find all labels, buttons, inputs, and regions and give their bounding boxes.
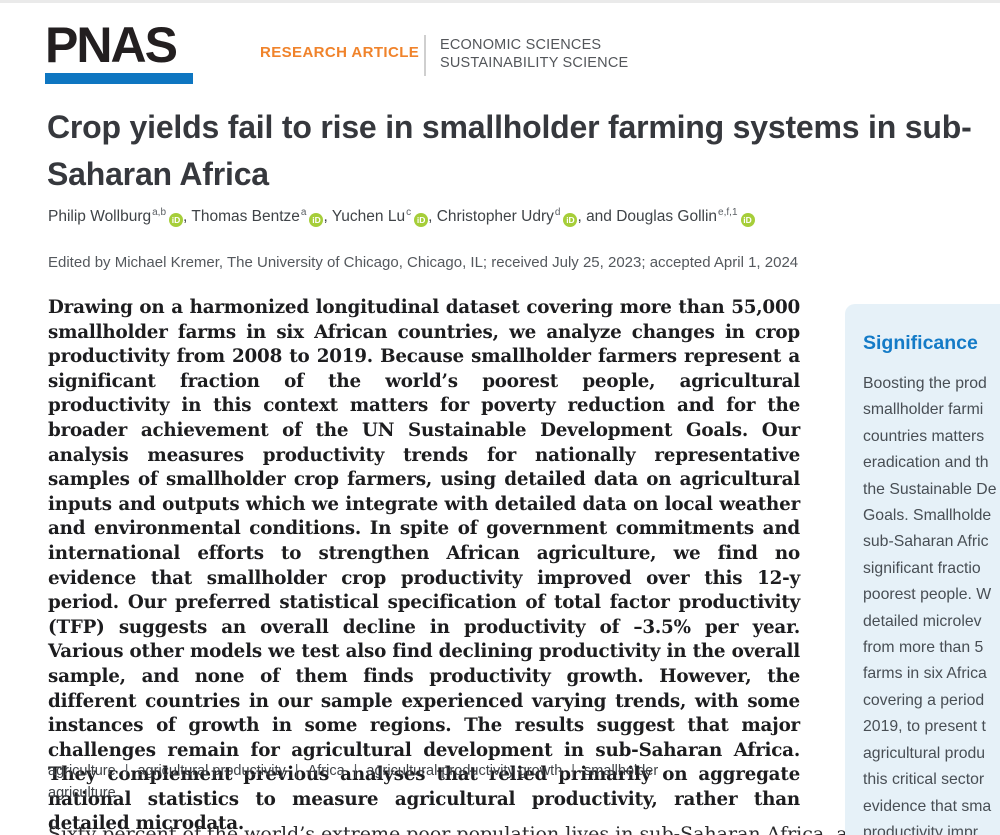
- pnas-logo-text: PNAS: [45, 17, 178, 73]
- significance-line: evidence that sma: [863, 797, 992, 815]
- pnas-logo-bar: [45, 73, 193, 84]
- author: Yuchen LuciD: [332, 207, 429, 228]
- significance-heading: Significance: [863, 332, 978, 354]
- category-sustainability-science: SUSTAINABILITY SCIENCE: [440, 55, 629, 71]
- keyword: agricultural productivity: [137, 763, 286, 779]
- significance-line: 2019, to present t: [863, 718, 986, 736]
- abstract-text: Drawing on a harmonized longitudinal dat…: [48, 297, 800, 835]
- author-affiliation-superscript: c: [406, 207, 412, 218]
- significance-line: poorest people. W: [863, 586, 992, 604]
- significance-line: Boosting the prod: [863, 375, 987, 392]
- article-type-label: RESEARCH ARTICLE: [260, 44, 420, 61]
- significance-panel: Significance Boosting the prod smallholde…: [845, 304, 1000, 835]
- orcid-icon[interactable]: iD: [563, 213, 578, 228]
- keyword: Africa: [307, 763, 345, 779]
- header-divider: [424, 35, 426, 76]
- significance-line: significant fractio: [863, 559, 981, 577]
- significance-line: smallholder farmi: [863, 401, 984, 419]
- body-first-line: Sixty percent of the world’s extreme poo…: [48, 823, 1000, 835]
- keyword: agriculture: [48, 763, 116, 779]
- keyword-separator: |: [571, 763, 576, 779]
- significance-line: Goals. Smallholde: [863, 507, 992, 525]
- keyword: smallholder agriculture: [48, 763, 659, 801]
- significance-line: the Sustainable De: [863, 480, 997, 498]
- author-affiliation-superscript: e,f,1: [718, 207, 738, 218]
- orcid-icon[interactable]: iD: [169, 213, 184, 228]
- keyword-separator: |: [353, 763, 358, 779]
- significance-line: agricultural produ: [863, 744, 986, 762]
- article-title: Crop yields fail to rise in smallholder …: [47, 109, 972, 192]
- keyword: agricultural productivity growth: [366, 763, 563, 779]
- author: Christopher UdrydiD: [437, 207, 578, 228]
- significance-line: covering a period: [863, 691, 985, 709]
- author-affiliation-superscript: a,b: [152, 207, 167, 218]
- significance-line: countries matters: [863, 427, 985, 445]
- significance-line: from more than 5: [863, 639, 984, 657]
- significance-line: sub-Saharan Afric: [863, 533, 989, 551]
- author: and Douglas Golline,f,1iD: [586, 207, 755, 228]
- article-categories: ECONOMIC SCIENCES SUSTAINABILITY SCIENCE: [440, 36, 628, 72]
- significance-line: productivity impr: [863, 823, 978, 835]
- pnas-logo[interactable]: PNAS: [45, 20, 195, 84]
- keyword-separator: |: [124, 763, 129, 779]
- author-affiliation-superscript: a: [300, 207, 307, 218]
- significance-line: eradication and th: [863, 454, 989, 472]
- significance-text: Boosting the prod smallholder farmi countr…: [863, 371, 1000, 835]
- orcid-icon[interactable]: iD: [740, 213, 755, 228]
- keyword-list: agriculture | agricultural productivity | Af…: [48, 761, 713, 804]
- significance-line: this critical sector: [863, 771, 985, 789]
- orcid-icon[interactable]: iD: [309, 213, 324, 228]
- keyword-separator: |: [294, 763, 299, 779]
- category-economic-sciences: ECONOMIC SCIENCES: [440, 37, 602, 53]
- significance-line: detailed microlev: [863, 612, 982, 630]
- edited-by-line: Edited by Michael Kremer, The University…: [48, 254, 799, 271]
- author-list: Philip Wollburga,biD, Thomas BentzeaiD, …: [48, 207, 968, 228]
- significance-line: farms in six Africa: [863, 665, 987, 683]
- window-top-edge: [0, 0, 1000, 3]
- orcid-icon[interactable]: iD: [414, 213, 429, 228]
- author: Philip Wollburga,biD: [48, 207, 184, 228]
- author-affiliation-superscript: d: [554, 207, 561, 218]
- author: Thomas BentzeaiD: [191, 207, 324, 228]
